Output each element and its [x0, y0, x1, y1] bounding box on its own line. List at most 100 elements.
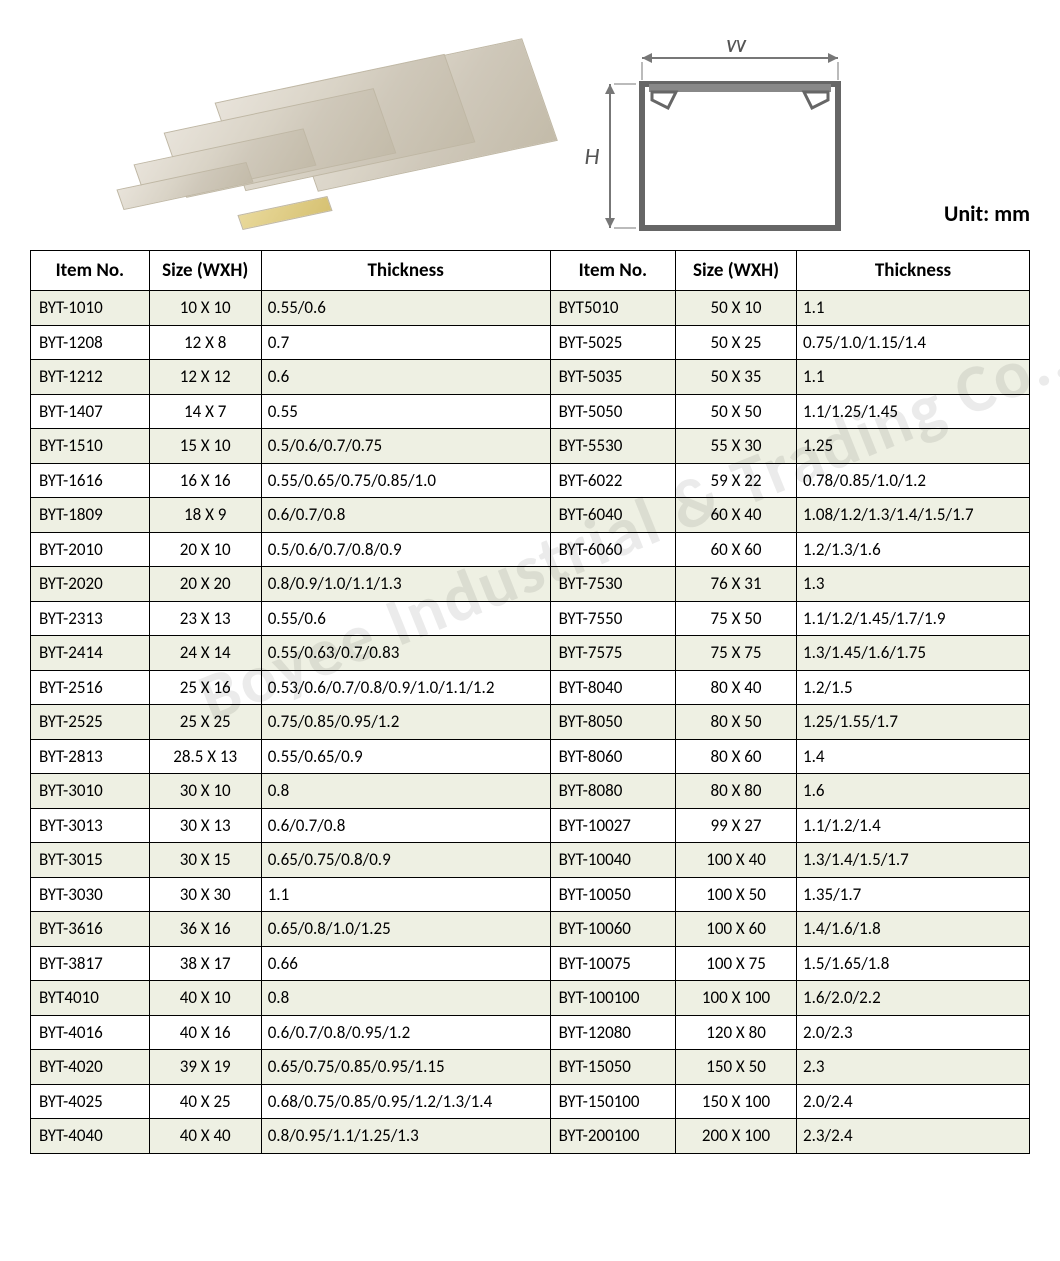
itemno-cell: BYT-1809 — [31, 498, 150, 533]
itemno-cell: BYT-4016 — [31, 1015, 150, 1050]
table-row: BYT-231323 X 130.55/0.6BYT-755075 X 501.… — [31, 601, 1030, 636]
thick-cell: 1.1 — [797, 291, 1030, 326]
thick-cell: 0.68/0.75/0.85/0.95/1.2/1.3/1.4 — [261, 1084, 550, 1119]
thick-cell: 0.78/0.85/1.0/1.2 — [797, 463, 1030, 498]
itemno-cell: BYT-1010 — [31, 291, 150, 326]
size-cell: 14 X 7 — [149, 394, 261, 429]
table-row: BYT-140714 X 70.55BYT-505050 X 501.1/1.2… — [31, 394, 1030, 429]
itemno-cell: BYT-12080 — [550, 1015, 675, 1050]
table-row: BYT-381738 X 170.66BYT-10075100 X 751.5/… — [31, 946, 1030, 981]
thick-cell: 0.65/0.8/1.0/1.25 — [261, 912, 550, 947]
size-cell: 20 X 20 — [149, 567, 261, 602]
thick-cell: 2.3 — [797, 1050, 1030, 1085]
table-row: BYT-402039 X 190.65/0.75/0.85/0.95/1.15B… — [31, 1050, 1030, 1085]
thick-cell: 0.65/0.75/0.8/0.9 — [261, 843, 550, 878]
thick-cell: 0.55/0.65/0.75/0.85/1.0 — [261, 463, 550, 498]
size-cell: 99 X 27 — [676, 808, 797, 843]
size-cell: 55 X 30 — [676, 429, 797, 464]
table-row: BYT-151015 X 100.5/0.6/0.7/0.75BYT-55305… — [31, 429, 1030, 464]
thick-cell: 1.1 — [261, 877, 550, 912]
size-cell: 60 X 40 — [676, 498, 797, 533]
thick-cell: 0.55/0.6 — [261, 601, 550, 636]
table-row: BYT-303030 X 301.1BYT-10050100 X 501.35/… — [31, 877, 1030, 912]
size-cell: 100 X 75 — [676, 946, 797, 981]
table-row: BYT-281328.5 X 130.55/0.65/0.9BYT-806080… — [31, 739, 1030, 774]
table-row: BYT-252525 X 250.75/0.85/0.95/1.2BYT-805… — [31, 705, 1030, 740]
itemno-cell: BYT-8040 — [550, 670, 675, 705]
itemno-cell: BYT-2313 — [31, 601, 150, 636]
size-cell: 80 X 60 — [676, 739, 797, 774]
thick-cell: 1.1/1.25/1.45 — [797, 394, 1030, 429]
thick-cell: 1.2/1.3/1.6 — [797, 532, 1030, 567]
thick-cell: 1.3 — [797, 567, 1030, 602]
top-illustrations: W H — [30, 30, 1030, 240]
size-cell: 40 X 16 — [149, 1015, 261, 1050]
thick-cell: 1.5/1.65/1.8 — [797, 946, 1030, 981]
thick-cell: 0.8/0.95/1.1/1.25/1.3 — [261, 1119, 550, 1154]
size-cell: 23 X 13 — [149, 601, 261, 636]
table-row: BYT-402540 X 250.68/0.75/0.85/0.95/1.2/1… — [31, 1084, 1030, 1119]
itemno-cell: BYT-2516 — [31, 670, 150, 705]
itemno-cell: BYT-1510 — [31, 429, 150, 464]
table-row: BYT-201020 X 100.5/0.6/0.7/0.8/0.9BYT-60… — [31, 532, 1030, 567]
size-cell: 75 X 75 — [676, 636, 797, 671]
itemno-cell: BYT-150100 — [550, 1084, 675, 1119]
thick-cell: 1.1/1.2/1.4 — [797, 808, 1030, 843]
thick-cell: 0.55/0.63/0.7/0.83 — [261, 636, 550, 671]
size-cell: 36 X 16 — [149, 912, 261, 947]
col-itemno-1: Item No. — [31, 251, 150, 291]
thick-cell: 0.6/0.7/0.8 — [261, 498, 550, 533]
table-row: BYT-401640 X 160.6/0.7/0.8/0.95/1.2BYT-1… — [31, 1015, 1030, 1050]
thick-cell: 1.4 — [797, 739, 1030, 774]
itemno-cell: BYT-100100 — [550, 981, 675, 1016]
itemno-cell: BYT-6060 — [550, 532, 675, 567]
size-cell: 80 X 40 — [676, 670, 797, 705]
size-cell: 25 X 25 — [149, 705, 261, 740]
thick-cell: 0.55/0.6 — [261, 291, 550, 326]
thick-cell: 0.65/0.75/0.85/0.95/1.15 — [261, 1050, 550, 1085]
size-cell: 80 X 80 — [676, 774, 797, 809]
thick-cell: 2.3/2.4 — [797, 1119, 1030, 1154]
size-cell: 50 X 25 — [676, 325, 797, 360]
itemno-cell: BYT-5035 — [550, 360, 675, 395]
thick-cell: 1.35/1.7 — [797, 877, 1030, 912]
size-cell: 30 X 15 — [149, 843, 261, 878]
itemno-cell: BYT-2010 — [31, 532, 150, 567]
itemno-cell: BYT-7530 — [550, 567, 675, 602]
itemno-cell: BYT-10050 — [550, 877, 675, 912]
itemno-cell: BYT-2020 — [31, 567, 150, 602]
table-row: BYT-301530 X 150.65/0.75/0.8/0.9BYT-1004… — [31, 843, 1030, 878]
itemno-cell: BYT-10060 — [550, 912, 675, 947]
itemno-cell: BYT-3030 — [31, 877, 150, 912]
size-cell: 50 X 50 — [676, 394, 797, 429]
itemno-cell: BYT-2813 — [31, 739, 150, 774]
itemno-cell: BYT-7575 — [550, 636, 675, 671]
thick-cell: 1.1 — [797, 360, 1030, 395]
itemno-cell: BYT-3616 — [31, 912, 150, 947]
size-cell: 39 X 19 — [149, 1050, 261, 1085]
itemno-cell: BYT-1208 — [31, 325, 150, 360]
itemno-cell: BYT-10027 — [550, 808, 675, 843]
size-cell: 80 X 50 — [676, 705, 797, 740]
itemno-cell: BYT-5530 — [550, 429, 675, 464]
table-row: BYT-301030 X 100.8BYT-808080 X 801.6 — [31, 774, 1030, 809]
table-row: BYT-180918 X 90.6/0.7/0.8BYT-604060 X 40… — [31, 498, 1030, 533]
thick-cell: 1.2/1.5 — [797, 670, 1030, 705]
thick-cell: 0.66 — [261, 946, 550, 981]
thick-cell: 0.6/0.7/0.8/0.95/1.2 — [261, 1015, 550, 1050]
spec-table: Item No. Size (WXH) Thickness Item No. S… — [30, 250, 1030, 1154]
thick-cell: 0.75/1.0/1.15/1.4 — [797, 325, 1030, 360]
itemno-cell: BYT-2414 — [31, 636, 150, 671]
itemno-cell: BYT-4040 — [31, 1119, 150, 1154]
thick-cell: 0.8 — [261, 981, 550, 1016]
size-cell: 76 X 31 — [676, 567, 797, 602]
size-cell: 12 X 8 — [149, 325, 261, 360]
size-cell: 40 X 10 — [149, 981, 261, 1016]
size-cell: 40 X 25 — [149, 1084, 261, 1119]
itemno-cell: BYT-8050 — [550, 705, 675, 740]
itemno-cell: BYT-1616 — [31, 463, 150, 498]
size-cell: 20 X 10 — [149, 532, 261, 567]
table-row: BYT-241424 X 140.55/0.63/0.7/0.83BYT-757… — [31, 636, 1030, 671]
table-row: BYT-161616 X 160.55/0.65/0.75/0.85/1.0BY… — [31, 463, 1030, 498]
size-cell: 100 X 100 — [676, 981, 797, 1016]
